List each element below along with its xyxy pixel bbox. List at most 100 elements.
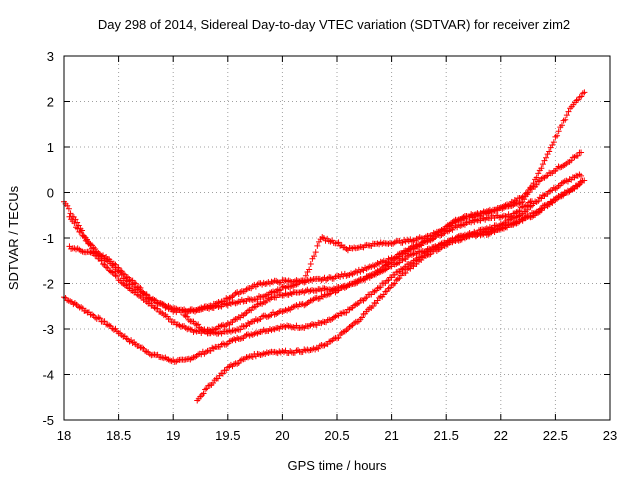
- y-tick-label: 0: [47, 186, 54, 201]
- data-point: [302, 272, 309, 279]
- data-point: [335, 334, 342, 341]
- data-point: [243, 331, 250, 338]
- x-tick-label: 22.5: [543, 428, 568, 443]
- data-point: [555, 128, 562, 135]
- data-point: [306, 266, 313, 273]
- data-point: [578, 172, 585, 179]
- data-point: [327, 274, 334, 281]
- data-point: [418, 242, 425, 249]
- data-point: [316, 286, 323, 293]
- data-point: [368, 291, 375, 298]
- data-point: [249, 353, 256, 360]
- y-axis-label: SDTVAR / TECUs: [6, 185, 21, 290]
- data-point: [232, 327, 239, 334]
- data-point: [219, 370, 226, 377]
- x-tick-label: 20.5: [324, 428, 349, 443]
- y-tick-label: -4: [42, 368, 54, 383]
- data-point: [376, 294, 383, 301]
- data-point: [358, 296, 365, 303]
- data-point: [229, 293, 236, 300]
- x-tick-label: 19.5: [215, 428, 240, 443]
- data-point: [257, 351, 264, 358]
- data-point: [549, 141, 556, 148]
- data-point: [521, 196, 528, 203]
- data-point: [182, 313, 189, 320]
- x-tick-label: 22: [494, 428, 508, 443]
- data-point: [354, 300, 361, 307]
- data-point: [195, 321, 202, 328]
- data-point: [209, 344, 216, 351]
- data-point: [377, 284, 384, 291]
- data-point: [560, 192, 567, 199]
- data-point: [266, 312, 273, 319]
- series-s1: [61, 179, 585, 365]
- data-point: [198, 391, 205, 398]
- series-s4: [66, 89, 588, 316]
- data-point: [237, 335, 244, 342]
- data-point: [265, 350, 272, 357]
- data-point: [529, 198, 535, 205]
- data-point: [71, 220, 78, 227]
- data-point: [581, 89, 588, 96]
- data-point: [157, 308, 164, 315]
- data-point: [416, 234, 423, 241]
- data-point: [547, 144, 554, 151]
- data-points: [61, 89, 588, 404]
- series-s2: [61, 171, 585, 337]
- x-tick-label: 21: [384, 428, 398, 443]
- x-tick-label: 20: [275, 428, 289, 443]
- data-point: [285, 277, 292, 284]
- data-point: [87, 249, 94, 256]
- data-point: [358, 314, 365, 321]
- data-point: [154, 305, 161, 312]
- data-point: [145, 295, 152, 302]
- data-point: [202, 386, 209, 393]
- data-point: [554, 132, 561, 139]
- x-tick-label: 18: [57, 428, 71, 443]
- data-point: [254, 317, 261, 324]
- data-point: [312, 249, 319, 256]
- grid-lines: [64, 56, 610, 420]
- data-point: [314, 242, 321, 249]
- data-point: [249, 297, 256, 304]
- data-point: [184, 313, 191, 320]
- data-point: [354, 269, 361, 276]
- data-point: [143, 292, 150, 299]
- data-point: [533, 174, 540, 181]
- data-point: [135, 342, 142, 349]
- data-point: [518, 204, 525, 211]
- data-point: [541, 157, 548, 164]
- data-point: [533, 181, 540, 188]
- data-point: [192, 327, 199, 334]
- data-point: [287, 323, 294, 330]
- data-point: [274, 324, 281, 331]
- data-point: [343, 309, 350, 316]
- data-point: [525, 199, 532, 206]
- data-point: [271, 326, 278, 333]
- data-point: [558, 122, 565, 129]
- data-point: [497, 214, 504, 221]
- data-point: [74, 225, 81, 232]
- data-point: [129, 340, 136, 347]
- data-point: [176, 322, 183, 329]
- data-point: [200, 390, 207, 397]
- data-point: [550, 139, 557, 146]
- data-point: [160, 355, 167, 362]
- data-point: [543, 154, 550, 161]
- data-point: [521, 203, 528, 210]
- data-point: [380, 239, 387, 246]
- data-point: [106, 322, 113, 329]
- data-point: [101, 318, 108, 325]
- tick-labels: 18 18.5 19 19.5 20 20.5 21 21.5 22 22.5 23-5-4-3-2…: [42, 49, 617, 443]
- data-point: [535, 170, 542, 177]
- data-point: [139, 344, 145, 351]
- data-point: [581, 177, 588, 184]
- data-point: [533, 199, 540, 206]
- data-point: [315, 345, 322, 352]
- data-point: [402, 269, 409, 276]
- data-point: [207, 347, 214, 354]
- data-point: [578, 93, 585, 100]
- data-point: [516, 207, 523, 214]
- data-point: [241, 287, 248, 294]
